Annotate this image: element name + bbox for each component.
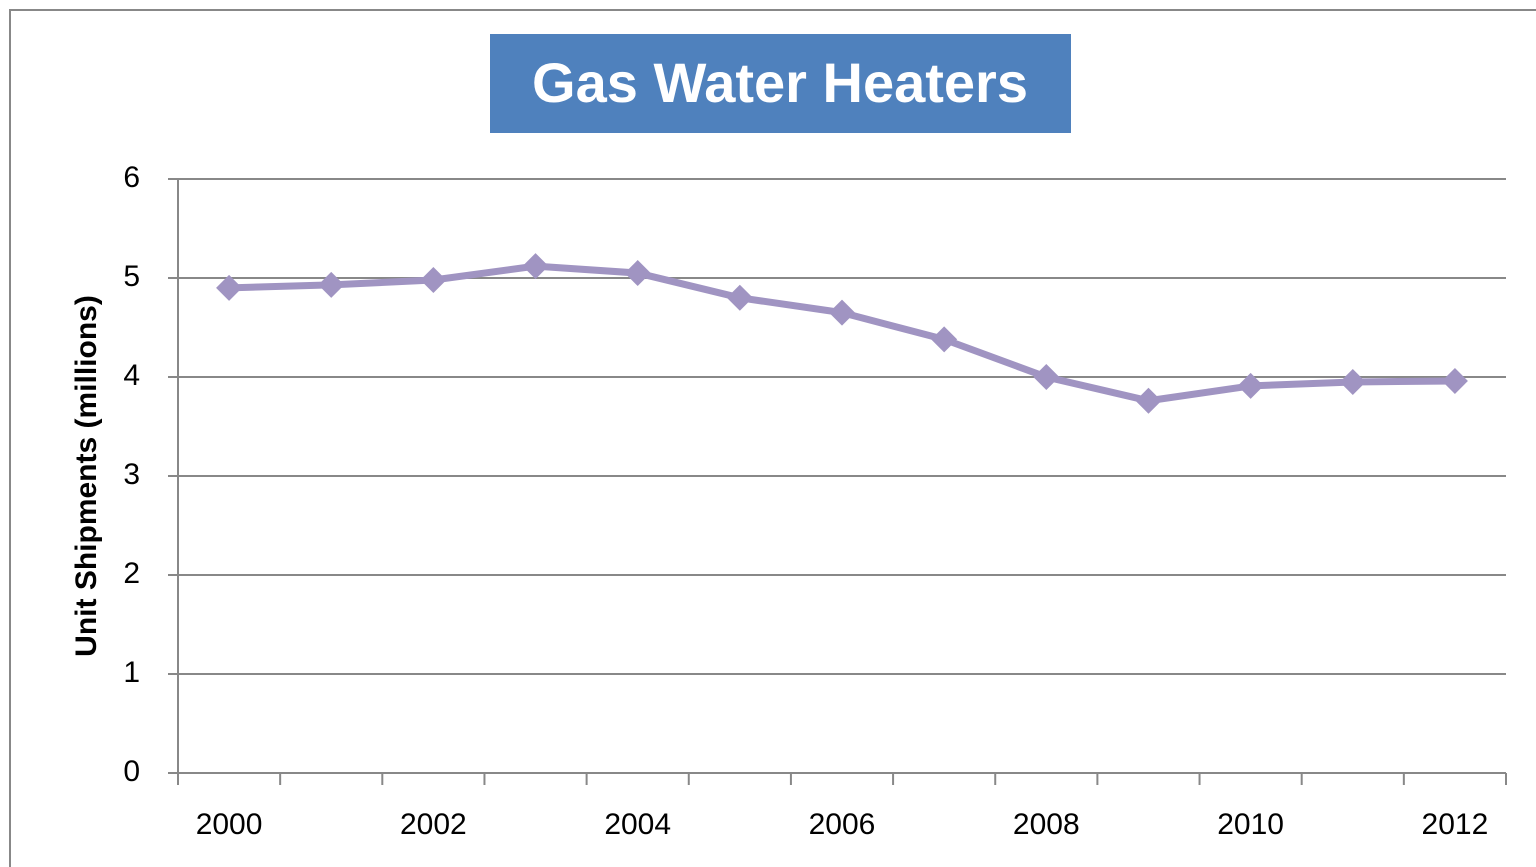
y-axis-label: Unit Shipments (millions) xyxy=(70,295,103,657)
x-tick-label: 2006 xyxy=(809,808,876,841)
x-tick-label: 2008 xyxy=(1013,808,1080,841)
y-tick-label: 5 xyxy=(123,260,140,293)
y-tick-label: 2 xyxy=(123,557,140,590)
x-tick-label: 2004 xyxy=(604,808,671,841)
y-tick-label: 0 xyxy=(123,755,140,788)
y-tick-label: 1 xyxy=(123,656,140,689)
data-point xyxy=(1441,367,1468,394)
title-box xyxy=(490,34,1071,133)
data-point xyxy=(420,266,447,293)
data-point xyxy=(1135,387,1162,414)
x-tick-label: 2000 xyxy=(196,808,263,841)
chart-border xyxy=(9,9,1536,867)
data-point xyxy=(829,299,855,326)
data-point xyxy=(318,271,345,298)
y-tick-label: 3 xyxy=(123,458,140,491)
data-point xyxy=(624,260,651,287)
x-tick-label: 2002 xyxy=(400,808,467,841)
y-tick-label: 6 xyxy=(123,161,140,194)
x-tick-label: 2010 xyxy=(1217,808,1284,841)
data-point xyxy=(726,284,753,311)
data-point xyxy=(522,253,549,280)
data-point xyxy=(216,274,243,301)
data-point xyxy=(1339,368,1366,395)
data-point xyxy=(1033,364,1060,390)
data-point xyxy=(1237,372,1264,399)
x-tick-label: 2012 xyxy=(1422,808,1489,841)
y-tick-label: 4 xyxy=(123,359,140,392)
chart-title: Gas Water Heaters xyxy=(532,51,1028,114)
data-point xyxy=(931,326,958,353)
